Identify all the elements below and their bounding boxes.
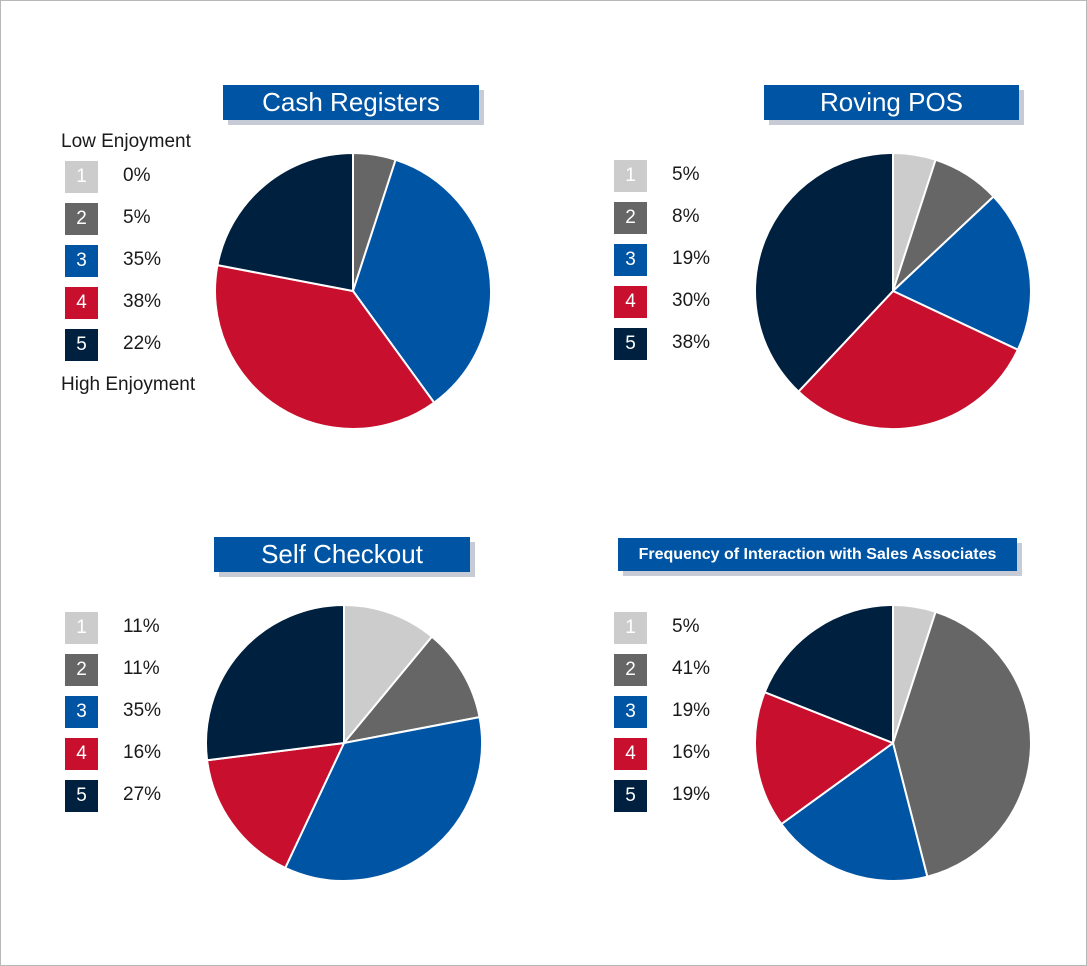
legend-value-5: 38% (672, 332, 711, 353)
legend-item-3: 3 35% (65, 696, 265, 728)
legend-swatch-5: 5 (65, 780, 98, 812)
legend-item-5: 5 38% (614, 328, 814, 360)
legend-item-1: 1 5% (614, 612, 814, 644)
legend-value-1: 5% (672, 164, 700, 185)
legend-item-3: 3 19% (614, 244, 814, 276)
pie-slice-5 (763, 604, 894, 744)
legend-value-4: 30% (672, 290, 711, 311)
legend-value-3: 19% (672, 248, 711, 269)
pie-self-checkout (205, 604, 483, 882)
legend-value-2: 41% (672, 658, 711, 679)
pie-slice-4 (754, 691, 894, 826)
legend-item-2: 2 5% (65, 203, 265, 235)
legend-swatch-1: 1 (65, 612, 98, 644)
legend-item-1: 1 11% (65, 612, 265, 644)
legend-swatch-3: 3 (614, 244, 647, 276)
legend-value-1: 0% (123, 165, 151, 186)
legend-swatch-2: 2 (65, 654, 98, 686)
low-enjoyment-label: Low Enjoyment (61, 131, 191, 152)
chart-title-frequency-interaction: Frequency of Interaction with Sales Asso… (618, 538, 1017, 571)
legend-item-1: 1 5% (614, 160, 814, 192)
legend-item-4: 4 16% (65, 738, 265, 770)
legend-swatch-3: 3 (65, 696, 98, 728)
legend-swatch-3: 3 (614, 696, 647, 728)
legend-item-4: 4 38% (65, 287, 265, 319)
legend-item-5: 5 19% (614, 780, 814, 812)
legend-value-1: 11% (123, 616, 160, 637)
legend-swatch-4: 4 (614, 738, 647, 770)
pie-slice-5 (216, 152, 354, 292)
legend-value-2: 11% (123, 658, 160, 679)
legend-value-1: 5% (672, 616, 700, 637)
legend-swatch-5: 5 (614, 328, 647, 360)
chart-title-roving-pos: Roving POS (764, 85, 1019, 120)
legend-item-4: 4 16% (614, 738, 814, 770)
legend-value-5: 19% (672, 784, 711, 805)
pie-slice-2 (343, 635, 481, 744)
high-enjoyment-label: High Enjoyment (61, 374, 196, 395)
pie-cash-registers (214, 152, 492, 430)
legend-swatch-2: 2 (614, 654, 647, 686)
pie-slice-5 (754, 152, 894, 393)
legend-swatch-4: 4 (65, 287, 98, 319)
pie-slice-5 (205, 604, 345, 762)
pie-slice-2 (892, 610, 1032, 878)
legend-item-5: 5 22% (65, 329, 265, 361)
pie-slice-3 (780, 742, 929, 882)
legend-value-3: 19% (672, 700, 711, 721)
legend-item-2: 2 8% (614, 202, 814, 234)
legend-item-3: 3 19% (614, 696, 814, 728)
legend-value-3: 35% (123, 700, 162, 721)
pie-slice-3 (352, 158, 492, 404)
legend-swatch-4: 4 (614, 286, 647, 318)
legend-swatch-4: 4 (65, 738, 98, 770)
legend-swatch-2: 2 (614, 202, 647, 234)
pie-roving-pos (754, 152, 1032, 430)
pie-slice-4 (214, 264, 436, 430)
legend-swatch-5: 5 (614, 780, 647, 812)
legend-value-4: 16% (672, 742, 711, 763)
legend-item-2: 2 11% (65, 654, 265, 686)
legend-value-2: 5% (123, 207, 151, 228)
legend-value-5: 27% (123, 784, 162, 805)
legend-swatch-1: 1 (614, 160, 647, 192)
legend-item-2: 2 41% (614, 654, 814, 686)
legend-value-2: 8% (672, 206, 700, 227)
legend-item-5: 5 27% (65, 780, 265, 812)
legend-value-5: 22% (123, 333, 162, 354)
pie-frequency-interaction (754, 604, 1032, 882)
chart-title-self-checkout: Self Checkout (214, 537, 470, 572)
legend-swatch-2: 2 (65, 203, 98, 235)
chart-title-cash-registers: Cash Registers (223, 85, 479, 120)
legend-item-4: 4 30% (614, 286, 814, 318)
legend-swatch-3: 3 (65, 245, 98, 277)
legend-item-1: 1 0% (65, 161, 265, 193)
pie-slice-1 (343, 604, 433, 744)
legend-swatch-1: 1 (65, 161, 98, 193)
pie-slice-3 (284, 716, 483, 882)
legend-swatch-5: 5 (65, 329, 98, 361)
pie-slice-3 (892, 195, 1032, 351)
legend-value-3: 35% (123, 249, 162, 270)
legend-value-4: 16% (123, 742, 162, 763)
pie-slice-4 (206, 742, 345, 869)
legend-value-4: 38% (123, 291, 162, 312)
legend-item-3: 3 35% (65, 245, 265, 277)
legend-swatch-1: 1 (614, 612, 647, 644)
pie-slice-4 (797, 290, 1019, 430)
